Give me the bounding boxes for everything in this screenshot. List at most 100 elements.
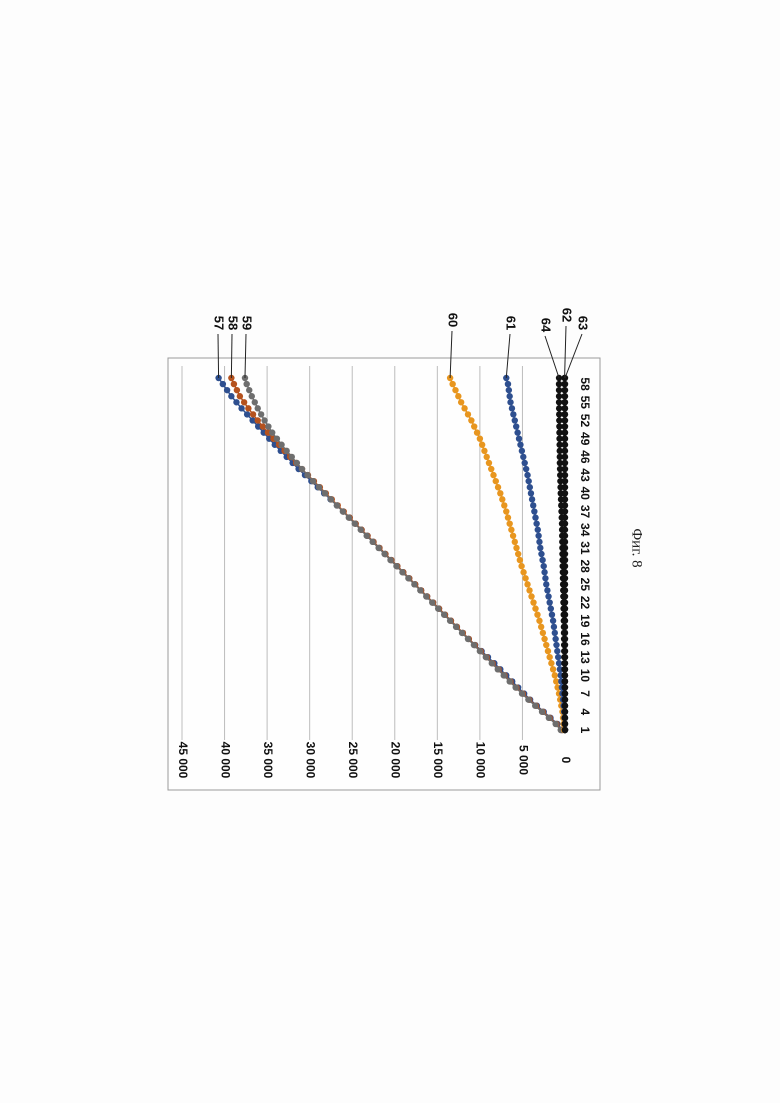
- category-tick-label: 10: [578, 669, 592, 683]
- data-point: [562, 520, 568, 526]
- data-point: [381, 551, 387, 557]
- data-point: [316, 484, 322, 490]
- value-tick-label: 5 000: [516, 745, 530, 775]
- data-point: [541, 563, 547, 569]
- data-point: [523, 466, 529, 472]
- data-point: [468, 417, 474, 423]
- data-point: [452, 387, 458, 393]
- data-point: [513, 545, 519, 551]
- data-point: [562, 690, 568, 696]
- value-tick-label: 30 000: [303, 742, 317, 779]
- data-point: [562, 417, 568, 423]
- category-tick-label: 49: [578, 432, 592, 446]
- data-point: [423, 593, 429, 599]
- data-point: [294, 460, 300, 466]
- category-tick-label: 25: [578, 578, 592, 592]
- data-point: [562, 678, 568, 684]
- data-point: [534, 611, 540, 617]
- data-point: [549, 611, 555, 617]
- series-label-59: 59: [240, 316, 255, 330]
- data-point: [510, 411, 516, 417]
- data-point: [562, 527, 568, 533]
- data-point: [522, 575, 528, 581]
- data-point: [562, 672, 568, 678]
- data-point: [483, 654, 489, 660]
- data-point: [562, 630, 568, 636]
- data-point: [261, 417, 267, 423]
- category-tick-label: 58: [578, 377, 592, 391]
- data-point: [535, 527, 541, 533]
- data-point: [562, 478, 568, 484]
- category-tick-label: 31: [578, 541, 592, 555]
- data-point: [562, 411, 568, 417]
- data-point: [556, 405, 562, 411]
- data-point: [501, 672, 507, 678]
- data-point: [509, 405, 515, 411]
- data-point: [304, 472, 310, 478]
- data-point: [449, 381, 455, 387]
- data-point: [555, 654, 561, 660]
- data-point: [524, 472, 530, 478]
- data-point: [505, 514, 511, 520]
- series-label-60: 60: [446, 313, 461, 327]
- data-point: [562, 618, 568, 624]
- data-point: [562, 593, 568, 599]
- category-tick-label: 37: [578, 505, 592, 519]
- data-point: [493, 478, 499, 484]
- category-tick-label: 7: [578, 690, 592, 697]
- data-point: [334, 502, 340, 508]
- data-point: [553, 642, 559, 648]
- data-point: [328, 496, 334, 502]
- data-point: [539, 557, 545, 563]
- data-point: [548, 605, 554, 611]
- data-point: [562, 448, 568, 454]
- figure-caption: Фиг. 8: [629, 528, 645, 567]
- series-label-64: 64: [539, 318, 554, 333]
- data-point: [455, 393, 461, 399]
- data-point: [459, 630, 465, 636]
- data-point: [562, 387, 568, 393]
- data-point: [562, 636, 568, 642]
- category-tick-label: 16: [578, 632, 592, 646]
- data-point: [465, 636, 471, 642]
- leader-line-58: [231, 334, 232, 378]
- data-point: [250, 411, 256, 417]
- data-point: [474, 429, 480, 435]
- category-tick-label: 43: [578, 468, 592, 482]
- data-point: [562, 587, 568, 593]
- data-point: [562, 423, 568, 429]
- data-point: [505, 381, 511, 387]
- data-point: [532, 605, 538, 611]
- data-point: [562, 581, 568, 587]
- data-point: [501, 502, 507, 508]
- data-point: [562, 460, 568, 466]
- data-point: [246, 387, 252, 393]
- data-point: [299, 466, 305, 472]
- data-point: [228, 393, 234, 399]
- category-tick-label: 40: [578, 487, 592, 501]
- data-point: [562, 435, 568, 441]
- data-point: [283, 448, 289, 454]
- data-point: [508, 527, 514, 533]
- data-point: [540, 630, 546, 636]
- data-point: [289, 454, 295, 460]
- data-point: [393, 563, 399, 569]
- series-label-62: 62: [560, 308, 575, 322]
- series-label-61: 61: [504, 316, 519, 330]
- data-point: [562, 545, 568, 551]
- data-point: [417, 587, 423, 593]
- data-point: [322, 490, 328, 496]
- data-point: [562, 490, 568, 496]
- data-point: [562, 721, 568, 727]
- data-point: [453, 624, 459, 630]
- data-point: [541, 569, 547, 575]
- data-point: [506, 678, 512, 684]
- data-point: [411, 581, 417, 587]
- data-point: [495, 484, 501, 490]
- data-point: [510, 533, 516, 539]
- data-point: [528, 593, 534, 599]
- data-point: [533, 520, 539, 526]
- data-point: [562, 709, 568, 715]
- value-tick-label: 25 000: [346, 742, 360, 779]
